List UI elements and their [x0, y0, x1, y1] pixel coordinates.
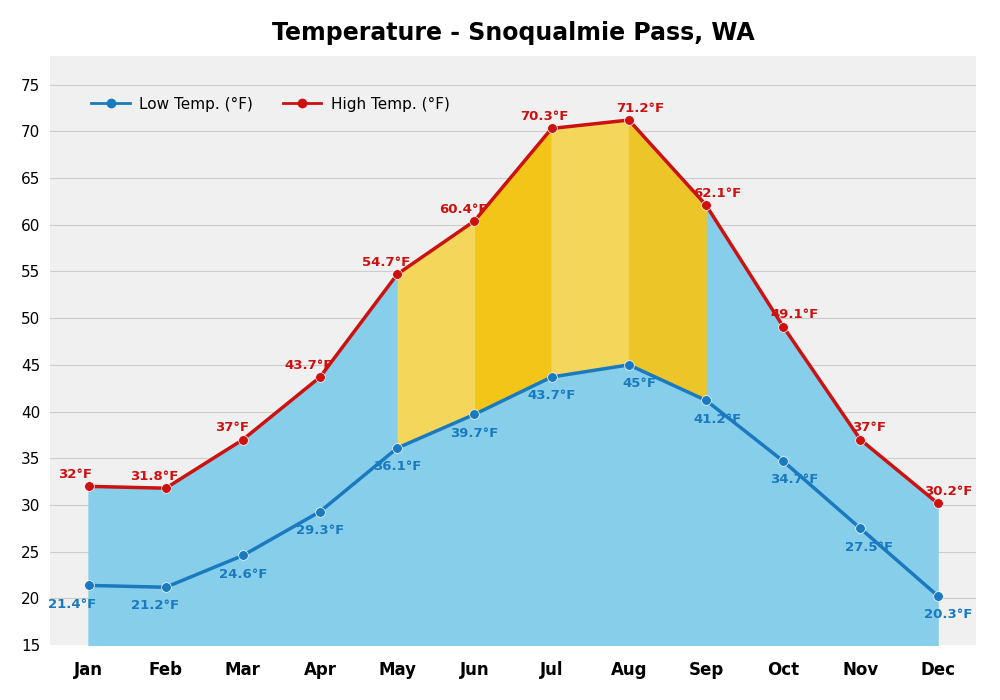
- Line: High Temp. (°F): High Temp. (°F): [84, 116, 942, 508]
- Low Temp. (°F): [932, 592, 944, 600]
- Text: 32°F: 32°F: [58, 468, 92, 481]
- High Temp. (°F): [854, 435, 866, 444]
- High Temp. (°F): [468, 217, 480, 225]
- High Temp. (°F): [623, 116, 635, 124]
- Text: 43.7°F: 43.7°F: [527, 389, 576, 402]
- Text: 45°F: 45°F: [623, 377, 657, 390]
- Text: 39.7°F: 39.7°F: [450, 426, 499, 440]
- Text: 60.4°F: 60.4°F: [439, 202, 488, 216]
- Low Temp. (°F): [777, 457, 789, 466]
- Text: 24.6°F: 24.6°F: [219, 568, 267, 581]
- Low Temp. (°F): [160, 583, 172, 592]
- Text: 29.3°F: 29.3°F: [296, 524, 344, 537]
- High Temp. (°F): [237, 435, 249, 444]
- Title: Temperature - Snoqualmie Pass, WA: Temperature - Snoqualmie Pass, WA: [272, 21, 754, 45]
- High Temp. (°F): [83, 482, 95, 491]
- Line: Low Temp. (°F): Low Temp. (°F): [84, 360, 942, 601]
- Text: 37°F: 37°F: [852, 421, 886, 434]
- Low Temp. (°F): [237, 552, 249, 560]
- High Temp. (°F): [777, 323, 789, 331]
- Low Temp. (°F): [623, 360, 635, 369]
- Text: 41.2°F: 41.2°F: [693, 412, 741, 426]
- High Temp. (°F): [546, 125, 558, 133]
- Text: 54.7°F: 54.7°F: [362, 256, 410, 269]
- Low Temp. (°F): [314, 508, 326, 516]
- High Temp. (°F): [314, 373, 326, 382]
- Text: 21.4°F: 21.4°F: [48, 598, 96, 610]
- Text: 62.1°F: 62.1°F: [693, 187, 741, 199]
- High Temp. (°F): [391, 270, 403, 279]
- High Temp. (°F): [932, 499, 944, 508]
- Text: 30.2°F: 30.2°F: [924, 485, 973, 498]
- Text: 27.5°F: 27.5°F: [845, 540, 893, 554]
- Low Temp. (°F): [468, 410, 480, 419]
- Low Temp. (°F): [700, 396, 712, 405]
- Text: 71.2°F: 71.2°F: [616, 102, 664, 115]
- Text: 34.7°F: 34.7°F: [770, 473, 818, 486]
- Text: 20.3°F: 20.3°F: [924, 608, 973, 621]
- Text: 21.2°F: 21.2°F: [131, 599, 179, 612]
- High Temp. (°F): [160, 484, 172, 492]
- High Temp. (°F): [700, 201, 712, 209]
- Text: 43.7°F: 43.7°F: [285, 358, 333, 372]
- Text: 36.1°F: 36.1°F: [373, 461, 421, 473]
- Text: 37°F: 37°F: [215, 421, 249, 434]
- Low Temp. (°F): [83, 581, 95, 589]
- Text: 31.8°F: 31.8°F: [130, 470, 179, 483]
- Legend: Low Temp. (°F), High Temp. (°F): Low Temp. (°F), High Temp. (°F): [85, 90, 456, 118]
- Text: 70.3°F: 70.3°F: [521, 110, 569, 123]
- Low Temp. (°F): [391, 444, 403, 452]
- Text: 49.1°F: 49.1°F: [770, 308, 818, 321]
- Low Temp. (°F): [854, 524, 866, 533]
- Low Temp. (°F): [546, 373, 558, 382]
